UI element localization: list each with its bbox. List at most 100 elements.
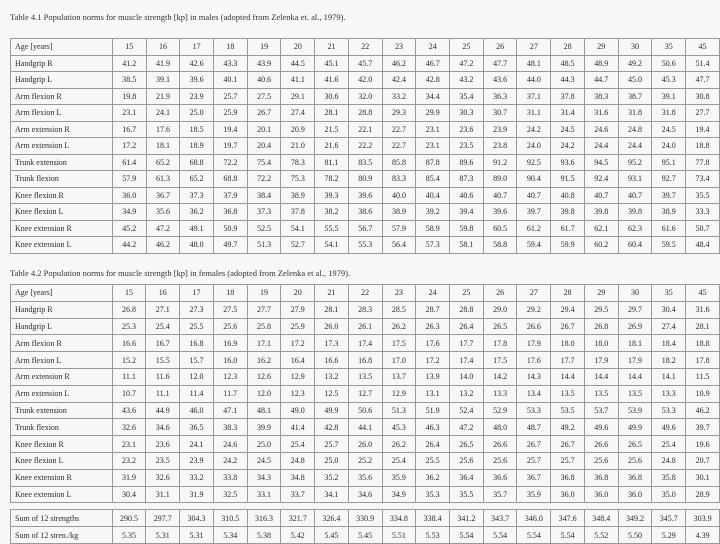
cell: 59.8 (449, 219, 484, 237)
males-table: Age [years] 15 16 17 18 19 20 21 22 23 24 25 26 27 28 2… (10, 38, 720, 254)
sum-row: Sum of 12 strengths 290.5 297.7 304.3 310.5 3… (10, 509, 720, 528)
cell: 20.9 (280, 120, 316, 138)
cell: 26.7 (550, 317, 585, 336)
cell: 31.9 (111, 468, 147, 487)
cell: 61.7 (550, 219, 585, 237)
cell: 25.9 (280, 317, 316, 336)
cell: 47.2 (145, 219, 181, 237)
cell: 35.7 (482, 485, 518, 504)
cell: 24.8 (651, 451, 687, 470)
cell: 49.6 (583, 418, 619, 437)
cell: 33.2 (179, 468, 214, 487)
cell: 15.7 (179, 351, 214, 369)
row-label: Handgrip R (10, 54, 113, 72)
cell: 13.9 (415, 367, 450, 386)
cell: 24.8 (280, 451, 316, 470)
cell: 18.8 (685, 334, 720, 353)
cell: 72.2 (213, 153, 248, 171)
cell: 25.6 (449, 451, 484, 470)
cell: 30.8 (685, 87, 720, 105)
row-label: Trunk extension (10, 401, 113, 420)
cell: 52.7 (280, 236, 316, 254)
cell: 59.4 (516, 236, 552, 254)
table-row: Arm extension L 10.7 11.1 11.4 11.7 12.0 12.3 1… (10, 384, 720, 403)
cell: 36.0 (583, 485, 619, 504)
cell: 27.5 (246, 87, 282, 105)
cell: 40.6 (246, 71, 282, 89)
cell: 41.9 (145, 54, 181, 72)
cell: 36.6 (482, 468, 518, 487)
cell: 49.0 (280, 401, 316, 420)
cell: 28 (550, 38, 585, 56)
row-label: Age [years] (10, 284, 113, 302)
cell: 42.0 (347, 71, 383, 89)
cell: 17.9 (617, 351, 653, 369)
cell: 25.8 (246, 317, 282, 336)
cell: 38.2 (314, 203, 349, 221)
row-label: Arm flexion R (10, 334, 113, 353)
row-label: Knee extension L (10, 485, 113, 504)
cell: 83.5 (347, 153, 383, 171)
cell: 25.4 (145, 317, 181, 336)
cell: 50.6 (651, 54, 687, 72)
cell: 46.7 (415, 54, 451, 72)
cell: 77.8 (685, 153, 720, 171)
cell: 33.8 (212, 468, 248, 487)
cell: 35.6 (145, 203, 181, 221)
cell: 5.29 (651, 526, 687, 544)
row-label: Knee flexion R (10, 186, 113, 204)
cell: 78.2 (314, 170, 349, 188)
cell: 16.2 (246, 351, 282, 369)
cell: 26.2 (381, 435, 417, 453)
cell: 18.1 (617, 334, 653, 353)
table-row: Knee extension L 30.4 31.1 31.9 32.5 33.1 33.7… (10, 485, 720, 504)
cell: 13.7 (381, 367, 417, 386)
cell: 45.3 (381, 418, 417, 437)
cell: 36.2 (179, 203, 215, 221)
cell: 51.3 (246, 236, 282, 254)
cell: 5.52 (583, 526, 619, 544)
cell: 73.4 (685, 170, 720, 188)
cell: 29.3 (381, 104, 417, 122)
cell: 60.4 (617, 236, 653, 254)
cell: 31.6 (685, 300, 720, 319)
cell: 17.5 (482, 351, 518, 369)
cell: 65.2 (179, 170, 215, 188)
cell: 17.2 (111, 137, 147, 155)
cell: 23.9 (179, 87, 215, 105)
cell: 16.0 (212, 351, 248, 369)
cell: 5.54 (516, 526, 552, 544)
row-label: Knee flexion R (10, 435, 113, 453)
cell: 18.0 (583, 334, 619, 353)
cell: 25.0 (246, 435, 282, 453)
cell: 21 (314, 284, 349, 302)
cell: 5.54 (449, 526, 484, 544)
row-label: Knee extension R (10, 468, 113, 487)
cell: 38.9 (280, 186, 316, 204)
cell: 12.0 (179, 367, 214, 386)
cell: 20.7 (685, 451, 720, 470)
cell: 4.39 (685, 526, 720, 544)
cell: 54.1 (280, 219, 316, 237)
cell: 310.5 (212, 509, 248, 528)
cell: 30.7 (482, 104, 518, 122)
cell: 80.9 (347, 170, 383, 188)
row-label: Age [years] (10, 38, 113, 56)
cell: 36.3 (482, 87, 518, 105)
cell: 44.9 (145, 401, 181, 420)
cell: 33.2 (381, 87, 417, 105)
cell: 15.2 (111, 351, 147, 369)
cell: 27.7 (685, 104, 720, 122)
cell: 13.2 (314, 367, 349, 386)
cell: 89.0 (482, 170, 518, 188)
cell: 346.0 (516, 509, 552, 528)
cell: 17.9 (583, 351, 619, 369)
table-row: Handgrip L 25.3 25.4 25.5 25.6 25.8 25.9 26.0 26… (10, 317, 720, 336)
cell: 24.1 (179, 435, 214, 453)
cell: 94.5 (583, 153, 619, 171)
table-row: Knee extension R 45.2 47.2 49.1 50.9 52.5 54.1… (10, 219, 720, 237)
cell: 45.3 (651, 71, 687, 89)
cell: 34.3 (246, 468, 282, 487)
table-title: Table 4.2 Population norms for muscle st… (10, 268, 351, 278)
cell: 21 (314, 38, 349, 56)
